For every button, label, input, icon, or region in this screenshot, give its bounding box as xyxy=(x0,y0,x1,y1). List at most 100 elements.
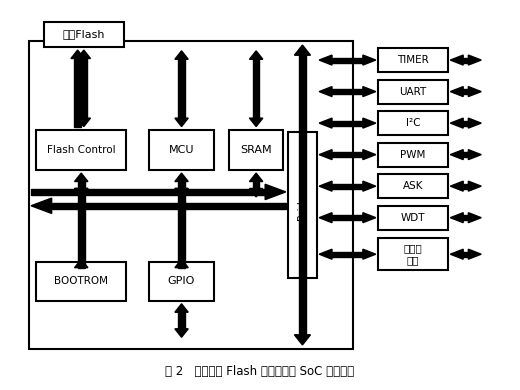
Bar xyxy=(253,181,259,188)
Polygon shape xyxy=(175,329,188,337)
Bar xyxy=(178,312,185,329)
Text: MCU: MCU xyxy=(169,145,194,155)
Bar xyxy=(78,188,85,268)
Polygon shape xyxy=(363,181,376,191)
Polygon shape xyxy=(74,173,88,181)
Bar xyxy=(379,143,448,167)
Bar xyxy=(36,262,126,301)
Text: WDT: WDT xyxy=(401,213,425,223)
Polygon shape xyxy=(450,213,463,223)
Text: Bridge: Bridge xyxy=(297,189,307,220)
Polygon shape xyxy=(71,50,84,58)
Bar xyxy=(379,174,448,198)
Bar xyxy=(332,252,363,257)
Polygon shape xyxy=(469,55,481,65)
Polygon shape xyxy=(250,173,263,181)
Bar xyxy=(463,152,469,157)
Bar xyxy=(36,129,126,170)
Bar xyxy=(379,206,448,230)
Bar xyxy=(463,121,469,126)
Text: 片外Flash: 片外Flash xyxy=(62,30,105,39)
Polygon shape xyxy=(175,51,188,59)
Polygon shape xyxy=(319,118,332,128)
Bar xyxy=(51,203,285,209)
Text: Flash Control: Flash Control xyxy=(47,145,115,155)
Bar xyxy=(178,181,185,188)
Polygon shape xyxy=(74,259,88,268)
Polygon shape xyxy=(175,188,188,197)
Polygon shape xyxy=(363,249,376,259)
Bar xyxy=(178,59,185,118)
Bar xyxy=(29,41,353,349)
Polygon shape xyxy=(319,87,332,97)
Polygon shape xyxy=(175,304,188,312)
Polygon shape xyxy=(294,335,310,345)
Polygon shape xyxy=(363,87,376,97)
Polygon shape xyxy=(319,213,332,223)
Polygon shape xyxy=(74,188,88,197)
Polygon shape xyxy=(469,87,481,97)
Polygon shape xyxy=(469,249,481,259)
Text: 图 2   基于片外 Flash 编程加载的 SoC 系统框图: 图 2 基于片外 Flash 编程加载的 SoC 系统框图 xyxy=(165,365,355,378)
Polygon shape xyxy=(469,181,481,191)
Text: BOOTROM: BOOTROM xyxy=(54,277,108,287)
Polygon shape xyxy=(250,51,263,59)
Text: I²C: I²C xyxy=(406,118,420,128)
Bar xyxy=(288,131,317,278)
Bar xyxy=(332,58,363,62)
Polygon shape xyxy=(319,150,332,160)
Polygon shape xyxy=(450,118,463,128)
Bar xyxy=(463,184,469,189)
Polygon shape xyxy=(469,118,481,128)
Polygon shape xyxy=(450,249,463,259)
Polygon shape xyxy=(74,188,88,197)
Polygon shape xyxy=(77,118,90,127)
Bar xyxy=(463,252,469,257)
Text: SRAM: SRAM xyxy=(240,145,272,155)
Bar xyxy=(31,189,265,195)
Bar xyxy=(74,58,81,127)
Polygon shape xyxy=(363,118,376,128)
Bar xyxy=(44,22,124,47)
Polygon shape xyxy=(363,213,376,223)
Polygon shape xyxy=(469,213,481,223)
Bar xyxy=(78,181,85,188)
Polygon shape xyxy=(175,173,188,181)
Polygon shape xyxy=(175,188,188,197)
Polygon shape xyxy=(77,50,90,58)
Text: PWM: PWM xyxy=(400,150,426,160)
Polygon shape xyxy=(450,150,463,160)
Polygon shape xyxy=(31,198,51,213)
Bar xyxy=(178,188,185,268)
Polygon shape xyxy=(363,150,376,160)
Bar xyxy=(332,215,363,220)
Text: TIMER: TIMER xyxy=(397,55,429,65)
Bar xyxy=(81,58,87,118)
Polygon shape xyxy=(250,118,263,127)
Polygon shape xyxy=(319,181,332,191)
Bar xyxy=(299,55,306,335)
Bar xyxy=(379,111,448,135)
Polygon shape xyxy=(319,249,332,259)
Bar xyxy=(229,129,283,170)
Bar xyxy=(332,121,363,126)
Bar xyxy=(332,184,363,189)
Bar xyxy=(463,58,469,62)
Polygon shape xyxy=(294,45,310,55)
Polygon shape xyxy=(450,87,463,97)
Polygon shape xyxy=(175,259,188,268)
Bar xyxy=(463,215,469,220)
Polygon shape xyxy=(363,55,376,65)
Polygon shape xyxy=(319,55,332,65)
Bar xyxy=(379,238,448,270)
Bar xyxy=(332,89,363,94)
Polygon shape xyxy=(265,184,285,200)
Polygon shape xyxy=(175,118,188,127)
Polygon shape xyxy=(250,188,263,197)
Text: 寄存器
配置: 寄存器 配置 xyxy=(404,243,422,265)
Polygon shape xyxy=(450,181,463,191)
Bar xyxy=(149,262,214,301)
Bar xyxy=(379,48,448,72)
Bar xyxy=(253,59,259,118)
Text: UART: UART xyxy=(399,87,427,97)
